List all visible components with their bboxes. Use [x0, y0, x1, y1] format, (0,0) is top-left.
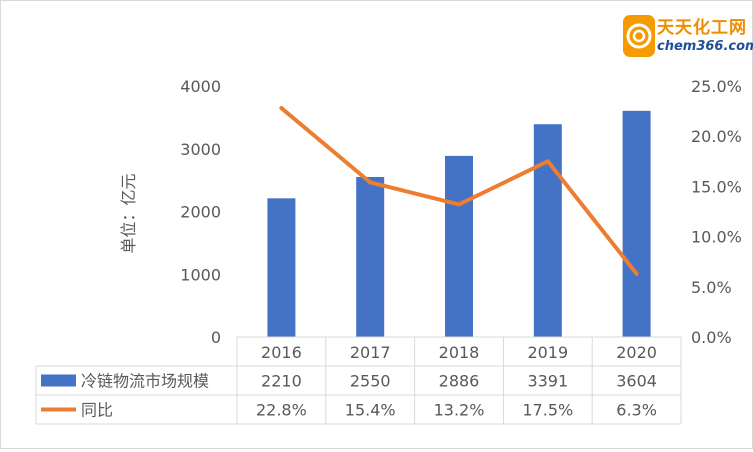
table-value-line: 6.3%	[616, 401, 657, 420]
y-tick-label: 2000	[180, 203, 221, 222]
table-value-line: 22.8%	[256, 401, 307, 420]
y-tick-label: 0	[211, 328, 221, 347]
logo-mark-icon	[623, 15, 655, 57]
table-value-bar: 2210	[261, 372, 302, 391]
logo-title: 天天化工网	[657, 18, 747, 38]
legend-bar-swatch	[41, 374, 76, 387]
x-tick-label: 2020	[616, 343, 657, 362]
y2-tick-label: 15.0%	[691, 177, 742, 196]
table-value-line: 13.2%	[434, 401, 485, 420]
y2-tick-label: 25.0%	[691, 77, 742, 96]
line-point	[368, 180, 373, 185]
x-tick-label: 2016	[261, 343, 302, 362]
y-tick-label: 3000	[180, 140, 221, 159]
bar	[533, 124, 562, 337]
y-tick-label: 4000	[180, 77, 221, 96]
bar	[356, 176, 385, 337]
line-point	[545, 159, 550, 164]
table-value-bar: 2550	[350, 372, 391, 391]
logo: 天天化工网 chem366.com	[623, 11, 753, 63]
legend-line-label: 同比	[81, 401, 113, 420]
logo-url: chem366.com	[657, 39, 753, 54]
table-value-line: 17.5%	[522, 401, 573, 420]
bar	[622, 110, 651, 337]
y2-tick-label: 0.0%	[691, 328, 732, 347]
y2-tick-label: 10.0%	[691, 228, 742, 247]
bar	[267, 198, 296, 337]
legend-bar-label: 冷链物流市场规模	[81, 372, 209, 391]
line-point	[634, 271, 639, 276]
table-value-bar: 3391	[527, 372, 568, 391]
x-tick-label: 2018	[439, 343, 480, 362]
y2-tick-label: 5.0%	[691, 278, 732, 297]
bar	[445, 155, 473, 337]
line-point	[457, 202, 461, 207]
y2-tick-label: 20.0%	[691, 127, 742, 146]
x-tick-label: 2017	[350, 343, 391, 362]
y-axis-title: 单位：亿元	[119, 173, 138, 253]
table-value-line: 15.4%	[345, 401, 396, 420]
y-tick-label: 1000	[180, 265, 221, 284]
x-tick-label: 2019	[527, 343, 568, 362]
table-value-bar: 3604	[616, 372, 657, 391]
table-value-bar: 2886	[439, 372, 480, 391]
line-point	[279, 106, 284, 111]
